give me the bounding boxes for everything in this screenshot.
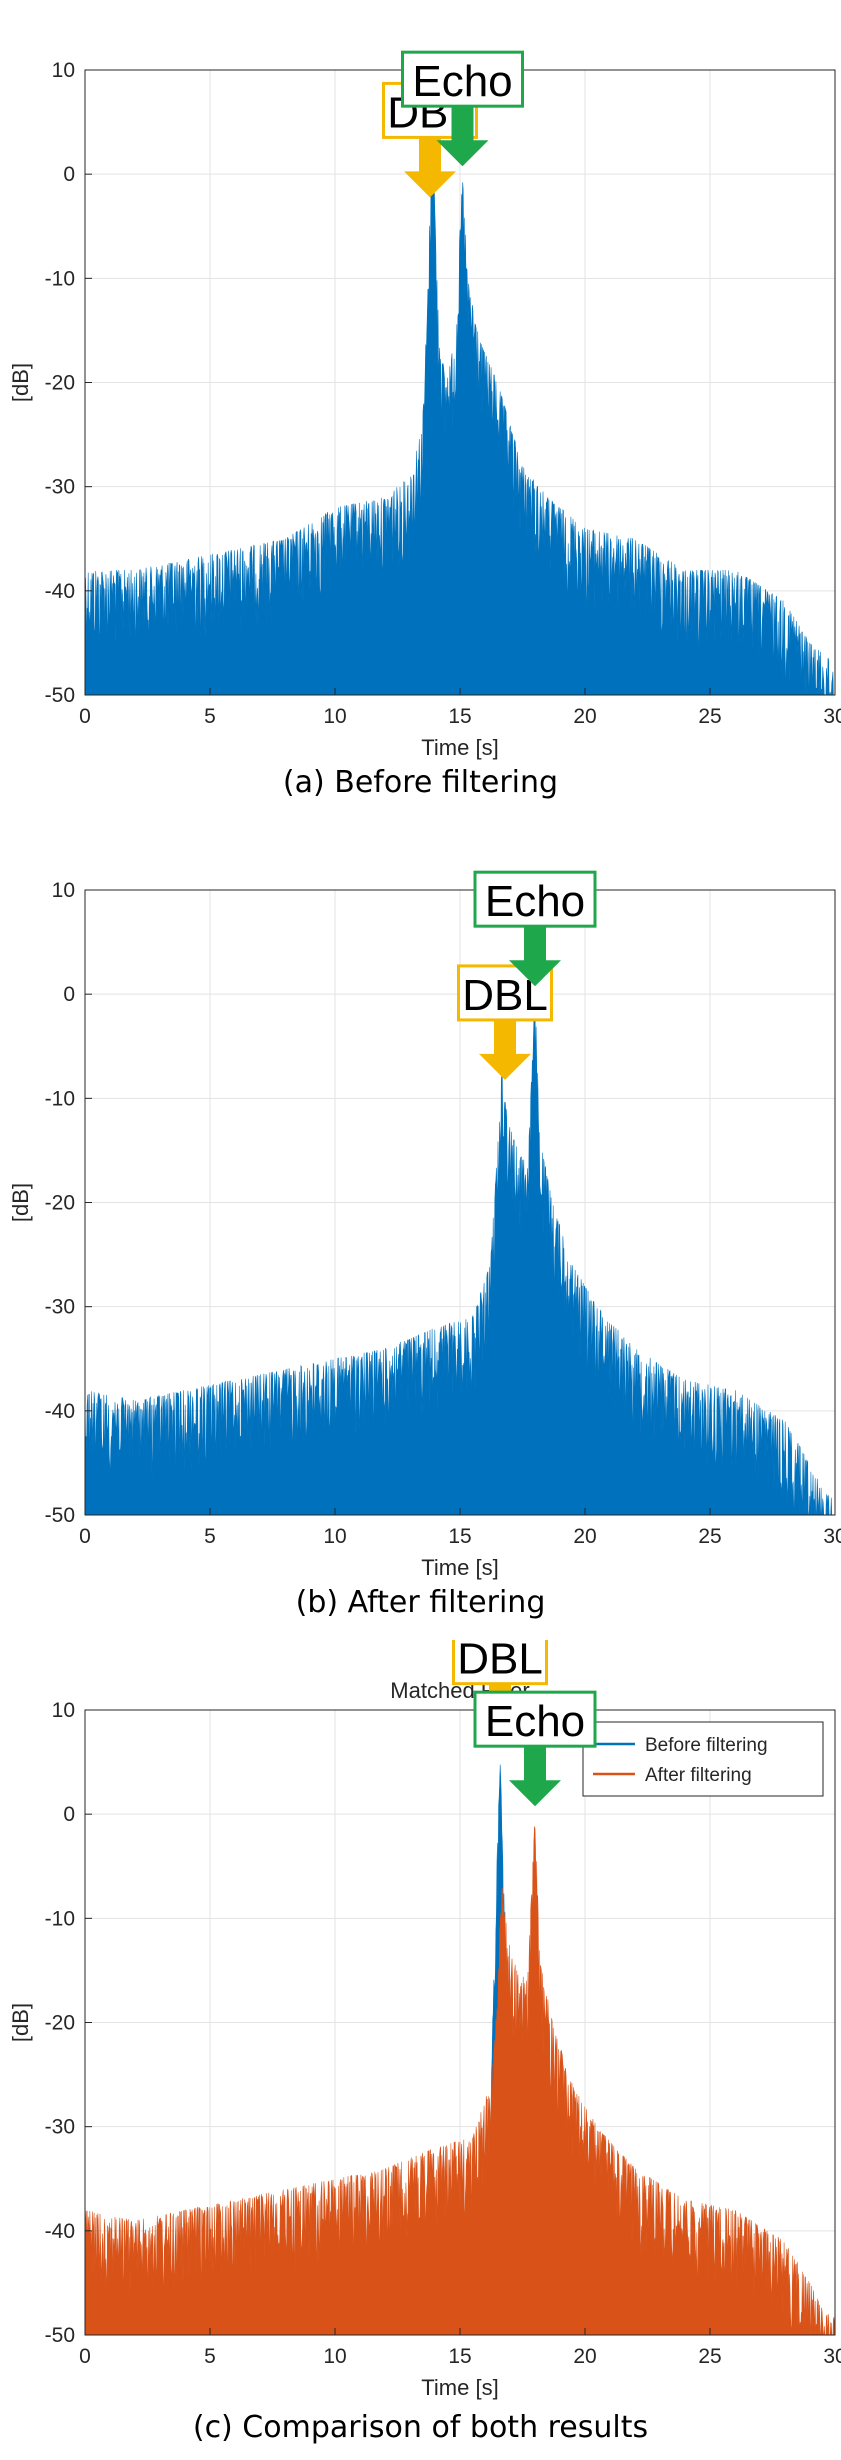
- chart-panel-a: 0 5 10 15 20 25 30 10 0 -10 -20 -30 -40 -50 Time [s] [d…: [0, 0, 841, 820]
- x-tick-label: 15: [448, 1525, 471, 1548]
- x-tick-label: 5: [204, 705, 216, 728]
- x-tick-label: 0: [79, 705, 91, 728]
- y-tick-label: 10: [52, 879, 75, 902]
- y-axis-label: [dB]: [8, 1183, 33, 1222]
- y-tick-label: 0: [63, 1803, 75, 1826]
- y-tick-label: -40: [45, 580, 75, 603]
- x-tick-label: 30: [823, 705, 841, 728]
- x-tick-label: 20: [573, 705, 596, 728]
- y-tick-label: -50: [45, 684, 75, 707]
- y-tick-label: 10: [52, 1699, 75, 1722]
- annotation-box: [473, 870, 597, 928]
- legend-label: After filtering: [645, 1765, 752, 1786]
- annotation-box: [401, 50, 524, 108]
- y-tick-label: -20: [45, 372, 75, 395]
- x-tick-label: 0: [79, 2345, 91, 2368]
- y-tick-label: -30: [45, 2116, 75, 2139]
- series-1-fill: [84, 1826, 836, 2336]
- caption-b: (b) After filtering: [295, 1585, 546, 1620]
- y-axis-label: [dB]: [8, 2003, 33, 2042]
- x-tick-label: 30: [823, 1525, 841, 1548]
- y-tick-label: -10: [45, 1087, 75, 1110]
- y-axis-label: [dB]: [8, 363, 33, 402]
- x-tick-label: 25: [698, 2345, 721, 2368]
- x-tick-label: 5: [204, 2345, 216, 2368]
- annotation-arrow: [509, 926, 561, 987]
- chart-b: 0 5 10 15 20 25 30 10 0 -10 -20 -30 -40 -50 Time [s] [d…: [8, 870, 841, 1580]
- y-tick-label: 10: [52, 59, 75, 82]
- y-tick-label: -10: [45, 267, 75, 290]
- y-tick-label: -40: [45, 2220, 75, 2243]
- annotation-box: [473, 1690, 597, 1748]
- annotation-arrow: [404, 137, 456, 198]
- x-tick-label: 0: [79, 1525, 91, 1548]
- x-axis-label: Time [s]: [421, 2375, 498, 2400]
- x-tick-label: 20: [573, 1525, 596, 1548]
- x-axis-label: Time [s]: [421, 1555, 498, 1580]
- chart-panel-c: 0 5 10 15 20 25 30 10 0 -10 -20 -30 -40 -50 Time [s] [d…: [0, 1640, 841, 2460]
- x-tick-label: 15: [448, 2345, 471, 2368]
- chart-panel-b: 0 5 10 15 20 25 30 10 0 -10 -20 -30 -40 -50 Time [s] [d…: [0, 820, 841, 1640]
- y-tick-label: -20: [45, 2012, 75, 2035]
- annotation-label: Echo: [412, 57, 512, 106]
- chart-a: 0 5 10 15 20 25 30 10 0 -10 -20 -30 -40 -50 Time [s] [d…: [8, 50, 841, 760]
- x-tick-label: 20: [573, 2345, 596, 2368]
- x-tick-label: 25: [698, 1525, 721, 1548]
- y-tick-label: -40: [45, 1400, 75, 1423]
- y-tick-label: -10: [45, 1907, 75, 1930]
- y-tick-label: 0: [63, 983, 75, 1006]
- y-tick-label: 0: [63, 163, 75, 186]
- x-tick-label: 10: [323, 1525, 346, 1548]
- caption-c: (c) Comparison of both results: [192, 2410, 649, 2445]
- annotation-arrow: [509, 1746, 561, 1807]
- annotation-box: [452, 1640, 548, 1686]
- x-tick-label: 10: [323, 2345, 346, 2368]
- series-0-fill: [84, 166, 835, 696]
- x-tick-label: 5: [204, 1525, 216, 1548]
- annotation-label: DBL: [457, 1640, 543, 1684]
- series-0-fill: [84, 994, 836, 1516]
- annotation-label: Echo: [485, 1697, 585, 1746]
- annotation-arrow: [479, 1019, 531, 1080]
- caption-a: (a) Before filtering: [282, 765, 559, 800]
- x-tick-label: 30: [823, 2345, 841, 2368]
- annotation-arrow: [436, 106, 489, 167]
- y-tick-label: -30: [45, 476, 75, 499]
- x-axis-label: Time [s]: [421, 735, 498, 760]
- annotation-label: Echo: [485, 877, 585, 926]
- y-tick-label: -30: [45, 1296, 75, 1319]
- chart-c: 0 5 10 15 20 25 30 10 0 -10 -20 -30 -40 -50 Time [s] [d…: [8, 1640, 841, 2400]
- legend-label: Before filtering: [645, 1735, 768, 1756]
- y-tick-label: -50: [45, 1504, 75, 1527]
- y-tick-label: -50: [45, 2324, 75, 2347]
- y-tick-label: -20: [45, 1192, 75, 1215]
- x-tick-label: 25: [698, 705, 721, 728]
- legend-box: [582, 1721, 824, 1797]
- x-tick-label: 10: [323, 705, 346, 728]
- x-tick-label: 15: [448, 705, 471, 728]
